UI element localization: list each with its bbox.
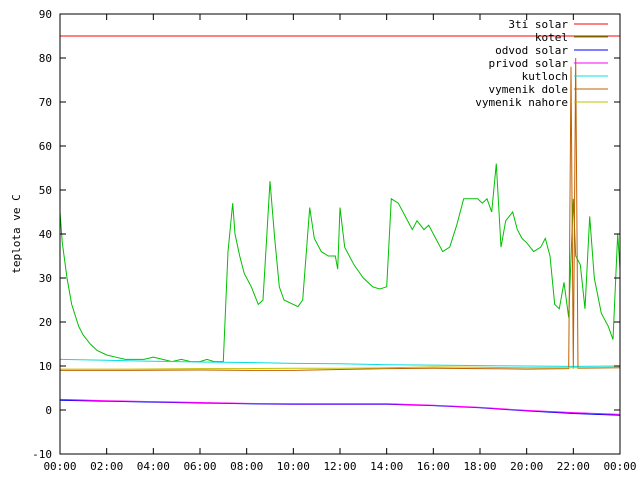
y-tick-label: -10 [32, 448, 52, 461]
y-tick-label: 90 [39, 8, 52, 21]
x-tick-label: 20:00 [510, 460, 543, 473]
y-tick-label: 30 [39, 272, 52, 285]
y-tick-label: 20 [39, 316, 52, 329]
y-axis-title: teplota ve C [10, 194, 23, 273]
legend-label: vymenik dole [489, 83, 568, 96]
x-tick-label: 00:00 [603, 460, 636, 473]
legend-label: odvod solar [495, 44, 568, 57]
plot-frame [59, 13, 621, 455]
series-line-7 [60, 366, 621, 370]
series-layer [59, 35, 621, 416]
series-line-2 [59, 163, 621, 363]
y-tick-label: 70 [39, 96, 52, 109]
x-tick-label: 14:00 [370, 460, 403, 473]
series-line-4 [59, 398, 621, 415]
x-tick-label: 16:00 [417, 460, 450, 473]
x-tick-label: 02:00 [90, 460, 123, 473]
legend-label: 3ti solar [508, 18, 568, 31]
x-tick-label: 06:00 [183, 460, 216, 473]
legend-label: vymenik nahore [475, 96, 568, 109]
x-tick-label: 04:00 [137, 460, 170, 473]
x-tick-label: 10:00 [277, 460, 310, 473]
y-tick-label: 50 [39, 184, 52, 197]
y-tick-label: 0 [45, 404, 52, 417]
y-tick-label: 60 [39, 140, 52, 153]
legend-label: kutloch [522, 70, 568, 83]
series-line-6 [60, 57, 621, 371]
y-tick-label: 80 [39, 52, 52, 65]
legend-label: kotel [535, 31, 568, 44]
x-tick-label: 22:00 [557, 460, 590, 473]
x-tick-label: 00:00 [43, 460, 76, 473]
x-tick-label: 08:00 [230, 460, 263, 473]
x-tick-label: 18:00 [463, 460, 496, 473]
series-line-5 [59, 358, 621, 367]
y-tick-label: 10 [39, 360, 52, 373]
y-tick-label: 40 [39, 228, 52, 241]
ticks-layer: -10 0 10 20 30 40 50 60 70 80 90 00:00 02:00 04:00 06:… [32, 8, 636, 473]
legend-label: privod solar [489, 57, 569, 70]
x-tick-label: 12:00 [323, 460, 356, 473]
